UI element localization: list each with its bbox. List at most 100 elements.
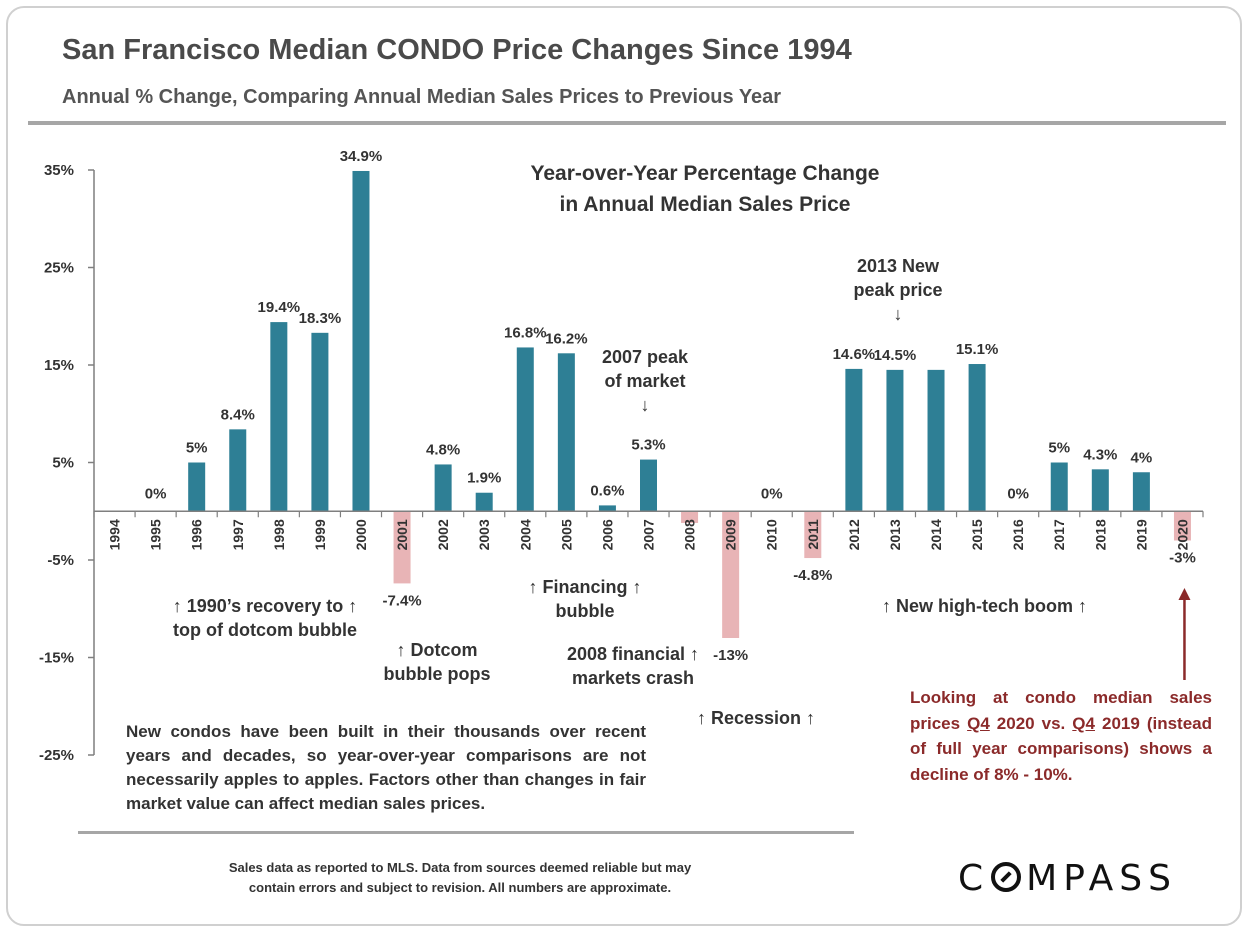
annotation-peak-2013-line-1: 2013 New: [856, 256, 940, 276]
data-label: 4.3%: [1083, 446, 1117, 463]
data-label: 0%: [761, 486, 783, 503]
bar: [434, 464, 452, 512]
annotation-financing: ↑ Financing ↑ bubble: [510, 575, 660, 623]
data-label: 19.4%: [258, 299, 301, 316]
bar: [598, 505, 616, 512]
annotation-recovery: ↑ 1990’s recovery to ↑ top of dotcom bub…: [150, 594, 380, 642]
data-label: 5.3%: [631, 437, 665, 454]
y-tick-label: -25%: [39, 747, 74, 764]
bar: [229, 429, 247, 512]
data-label: 16.8%: [504, 324, 547, 341]
x-tick-label: 2007: [641, 519, 657, 550]
annotation-hightech: ↑ New high-tech boom ↑: [882, 596, 1087, 616]
x-tick-label: 2002: [435, 519, 451, 550]
page-title: San Francisco Median CONDO Price Changes…: [62, 34, 852, 66]
bar: [475, 492, 493, 512]
x-tick-label: 2016: [1010, 519, 1026, 550]
x-tick-label: 2020: [1174, 519, 1190, 550]
x-tick-label: 2010: [764, 519, 780, 550]
q4-note-q2: Q4: [1072, 713, 1095, 733]
note-divider: [78, 831, 854, 834]
data-label: 1.9%: [467, 470, 501, 487]
bar: [1132, 472, 1150, 512]
x-tick-label: 2000: [353, 519, 369, 550]
y-tick-label: 15%: [44, 357, 74, 374]
x-tick-label: 2019: [1133, 519, 1149, 550]
x-tick-label: 2006: [599, 519, 615, 550]
bar: [557, 353, 575, 512]
annotation-recovery-line-2: top of dotcom bubble: [173, 620, 357, 640]
x-tick-label: 2009: [723, 519, 739, 550]
data-label: 15.1%: [956, 341, 999, 358]
up-arrow-icon: [1178, 588, 1191, 600]
x-tick-label: 2005: [558, 519, 574, 550]
q4-note-text-2: 2020 vs.: [989, 713, 1073, 733]
annotation-dotcom-line-2: bubble pops: [383, 664, 491, 684]
data-label: 0%: [145, 486, 167, 503]
y-tick-label: 5%: [52, 455, 74, 472]
compass-logo: C MPASS: [958, 858, 1177, 899]
title-divider: [28, 121, 1226, 125]
y-tick-label: -15%: [39, 650, 74, 667]
chart-frame: [6, 6, 1242, 926]
footer-line-2: contain errors and subject to revision. …: [248, 880, 672, 895]
x-tick-label: 2003: [476, 519, 492, 550]
data-label: 14.6%: [833, 346, 876, 363]
x-tick-label: 2013: [887, 519, 903, 550]
annotation-dotcom-line-1: ↑ Dotcom: [396, 640, 478, 660]
x-tick-label: 2001: [394, 519, 410, 550]
data-label: 34.9%: [340, 148, 383, 165]
annotation-financing-line-2: bubble: [555, 601, 615, 621]
annotation-financial-crash: 2008 financial ↑ markets crash: [548, 642, 718, 690]
x-tick-label: 1999: [312, 519, 328, 550]
annotation-peak-2007-line-2: of market: [604, 371, 686, 391]
x-tick-label: 1994: [107, 519, 123, 550]
bar: [1050, 462, 1068, 512]
down-arrow-icon: ↓: [640, 395, 650, 415]
data-label: 8.4%: [221, 406, 255, 423]
annotation-peak-2007: 2007 peak of market ↓: [580, 345, 710, 417]
annotation-crash-line-1: 2008 financial ↑: [566, 644, 700, 664]
data-label: 5%: [1048, 440, 1070, 457]
bar: [1173, 511, 1191, 541]
bar: [968, 364, 986, 512]
logo-letters-mpass: MPASS: [1026, 858, 1177, 899]
x-tick-label: 1996: [189, 519, 205, 550]
bar: [352, 170, 370, 512]
bar: [845, 368, 863, 512]
bar: [516, 347, 534, 512]
annotation-recession: ↑ Recession ↑: [697, 708, 816, 728]
logo-letter-c: C: [958, 858, 990, 899]
data-label: 18.3%: [299, 310, 342, 327]
bar: [311, 332, 329, 512]
chart-title-line-1: Year-over-Year Percentage Change: [530, 162, 880, 185]
q4-comparison-note: Looking at condo median sales prices Q4 …: [910, 685, 1212, 787]
data-label: 16.2%: [545, 330, 588, 347]
data-label: -13%: [713, 647, 748, 664]
x-tick-label: 2011: [805, 519, 821, 550]
annotation-financing-line-1: ↑ Financing ↑: [528, 577, 642, 597]
bar: [886, 369, 904, 512]
bar: [681, 511, 699, 523]
data-label: 14.5%: [874, 347, 917, 364]
x-tick-label: 2014: [928, 519, 944, 550]
down-arrow-icon: ↓: [893, 304, 903, 324]
bar: [927, 369, 945, 512]
x-tick-label: 2008: [682, 519, 698, 550]
bar: [393, 511, 411, 584]
x-tick-label: 2004: [517, 519, 533, 550]
x-tick-label: 2012: [846, 519, 862, 550]
x-tick-label: 2015: [969, 519, 985, 550]
annotation-peak-2007-line-1: 2007 peak: [601, 347, 689, 367]
y-tick-label: 35%: [44, 162, 74, 179]
methodology-note: New condos have been built in their thou…: [126, 722, 646, 813]
bar: [270, 322, 288, 512]
footer-disclaimer: Sales data as reported to MLS. Data from…: [150, 858, 770, 898]
annotation-dotcom: ↑ Dotcom bubble pops: [372, 638, 502, 686]
data-label: 0.6%: [590, 482, 624, 499]
x-tick-label: 1995: [148, 519, 164, 550]
compass-o-icon: [991, 862, 1022, 892]
data-label: 5%: [186, 440, 208, 457]
data-label: -7.4%: [382, 592, 421, 609]
data-label: -3%: [1169, 550, 1196, 567]
